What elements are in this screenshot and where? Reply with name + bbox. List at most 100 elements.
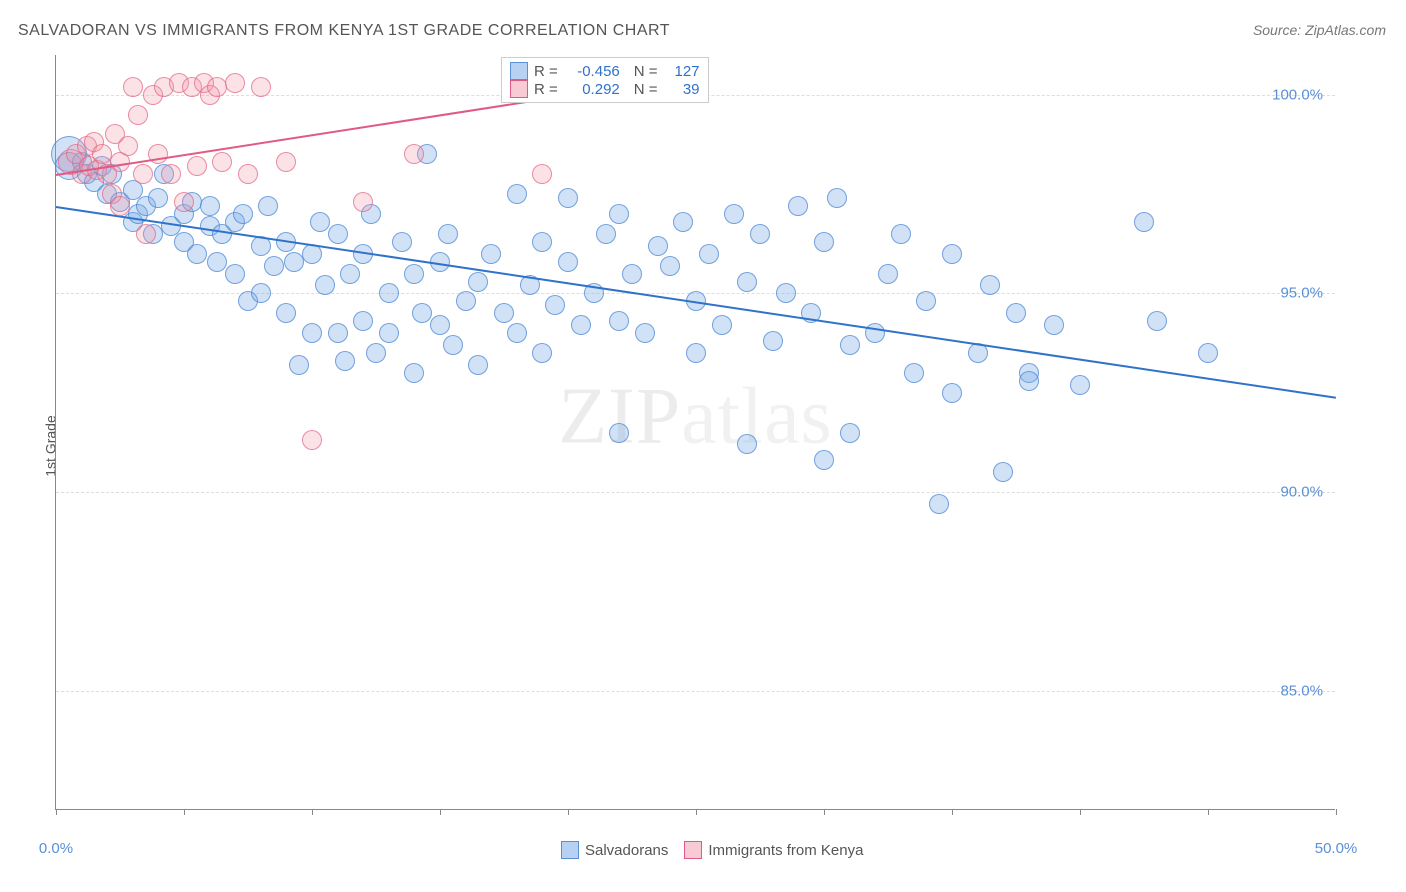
stat-label-r: R =	[534, 63, 558, 80]
data-point	[161, 164, 181, 184]
data-point	[1006, 303, 1026, 323]
data-point	[238, 164, 258, 184]
data-point	[545, 295, 565, 315]
data-point	[840, 423, 860, 443]
watermark-thin: atlas	[681, 372, 833, 460]
data-point	[379, 283, 399, 303]
data-point	[929, 494, 949, 514]
data-point	[456, 291, 476, 311]
legend-swatch	[510, 80, 528, 98]
data-point	[686, 343, 706, 363]
x-tick	[952, 809, 953, 815]
data-point	[532, 164, 552, 184]
data-point	[1070, 375, 1090, 395]
stat-label-r: R =	[534, 81, 558, 98]
data-point	[366, 343, 386, 363]
stat-label-n: N =	[634, 63, 658, 80]
chart-container: SALVADORAN VS IMMIGRANTS FROM KENYA 1ST …	[0, 0, 1406, 892]
data-point	[174, 192, 194, 212]
data-point	[468, 272, 488, 292]
source-link[interactable]: ZipAtlas.com	[1305, 22, 1386, 38]
x-tick	[1336, 809, 1337, 815]
data-point	[609, 423, 629, 443]
stats-row: R = -0.456 N = 127	[510, 62, 700, 80]
x-tick	[56, 809, 57, 815]
data-point	[207, 252, 227, 272]
data-point	[133, 164, 153, 184]
x-tick	[1208, 809, 1209, 815]
data-point	[776, 283, 796, 303]
data-point	[412, 303, 432, 323]
data-point	[712, 315, 732, 335]
data-point	[233, 204, 253, 224]
legend-item: Immigrants from Kenya	[684, 841, 863, 859]
data-point	[1019, 371, 1039, 391]
data-point	[207, 77, 227, 97]
data-point	[404, 144, 424, 164]
stat-value-n: 127	[664, 63, 700, 80]
data-point	[1198, 343, 1218, 363]
data-point	[814, 232, 834, 252]
y-tick-label: 85.0%	[1280, 682, 1323, 699]
source-prefix: Source:	[1253, 22, 1305, 38]
data-point	[335, 351, 355, 371]
data-point	[1134, 212, 1154, 232]
data-point	[340, 264, 360, 284]
data-point	[353, 311, 373, 331]
watermark-bold: ZIP	[558, 372, 681, 460]
gridline	[56, 691, 1335, 692]
data-point	[609, 311, 629, 331]
legend-label: Salvadorans	[585, 842, 668, 859]
data-point	[724, 204, 744, 224]
data-point	[878, 264, 898, 284]
data-point	[148, 188, 168, 208]
data-point	[225, 264, 245, 284]
stat-label-n: N =	[634, 81, 658, 98]
data-point	[532, 343, 552, 363]
data-point	[532, 232, 552, 252]
data-point	[443, 335, 463, 355]
stats-row: R =0.292 N =39	[510, 80, 700, 98]
data-point	[430, 315, 450, 335]
data-point	[438, 224, 458, 244]
legend-swatch	[510, 62, 528, 80]
data-point	[763, 331, 783, 351]
series-legend: Salvadorans Immigrants from Kenya	[561, 841, 863, 859]
plot-area: ZIPatlas 100.0%95.0%90.0%85.0%0.0%50.0%R…	[55, 55, 1335, 810]
x-tick-label: 50.0%	[1315, 840, 1358, 857]
data-point	[737, 434, 757, 454]
data-point	[494, 303, 514, 323]
data-point	[251, 77, 271, 97]
x-tick	[440, 809, 441, 815]
data-point	[673, 212, 693, 232]
x-tick	[312, 809, 313, 815]
data-point	[980, 275, 1000, 295]
data-point	[110, 196, 130, 216]
y-tick-label: 100.0%	[1272, 86, 1323, 103]
data-point	[187, 244, 207, 264]
legend-item: Salvadorans	[561, 841, 668, 859]
legend-label: Immigrants from Kenya	[708, 842, 863, 859]
data-point	[404, 264, 424, 284]
data-point	[904, 363, 924, 383]
stat-value-n: 39	[664, 81, 700, 98]
source-attribution: Source: ZipAtlas.com	[1253, 22, 1386, 38]
stat-value-r: -0.456	[564, 63, 620, 80]
data-point	[200, 196, 220, 216]
data-point	[827, 188, 847, 208]
chart-title: SALVADORAN VS IMMIGRANTS FROM KENYA 1ST …	[18, 22, 670, 40]
data-point	[468, 355, 488, 375]
data-point	[1044, 315, 1064, 335]
data-point	[993, 462, 1013, 482]
data-point	[558, 252, 578, 272]
data-point	[187, 156, 207, 176]
x-tick	[1080, 809, 1081, 815]
data-point	[328, 224, 348, 244]
data-point	[136, 224, 156, 244]
data-point	[737, 272, 757, 292]
data-point	[507, 184, 527, 204]
data-point	[942, 383, 962, 403]
data-point	[699, 244, 719, 264]
data-point	[251, 283, 271, 303]
data-point	[609, 204, 629, 224]
